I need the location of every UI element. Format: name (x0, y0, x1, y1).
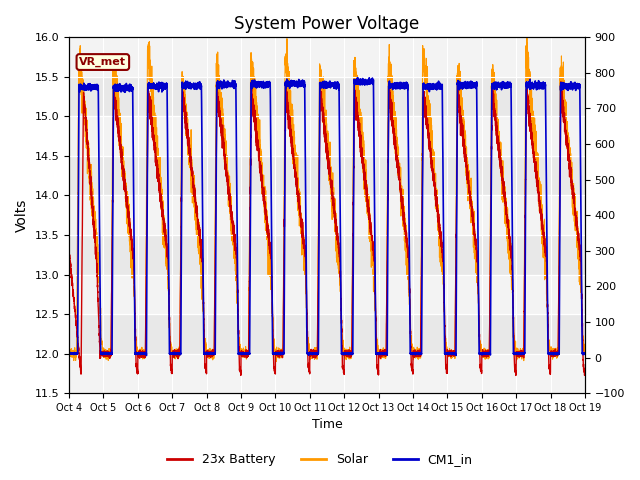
Solar (581, 350, 589, 356)
23x Battery (259, 181, 266, 187)
Solar (65, 352, 73, 358)
CM1_in (143, 353, 150, 359)
CM1_in (175, 351, 183, 357)
23x Battery (579, 357, 587, 362)
23x Battery (398, 196, 406, 202)
23x Battery (581, 370, 589, 375)
Solar (523, 32, 531, 38)
23x Battery (471, 233, 479, 239)
CM1_in (170, 350, 178, 356)
23x Battery (557, 79, 564, 84)
Solar (398, 199, 406, 204)
Y-axis label: Volts: Volts (15, 199, 29, 232)
Solar (170, 349, 178, 355)
Bar (69, 275, 585, 314)
Bar (69, 37, 585, 77)
Bar (69, 195, 585, 235)
23x Battery (65, 245, 73, 251)
CM1_in (354, 75, 362, 81)
Bar (69, 354, 585, 393)
23x Battery (175, 352, 183, 358)
Solar (175, 351, 183, 357)
CM1_in (65, 350, 73, 356)
Title: System Power Voltage: System Power Voltage (234, 15, 420, 33)
Solar (579, 337, 587, 343)
Solar (471, 243, 479, 249)
CM1_in (472, 82, 479, 87)
23x Battery (512, 372, 520, 378)
Legend: 23x Battery, Solar, CM1_in: 23x Battery, Solar, CM1_in (163, 448, 477, 471)
Solar (273, 359, 280, 364)
CM1_in (581, 350, 589, 356)
23x Battery (170, 349, 178, 355)
Solar (259, 182, 266, 188)
CM1_in (398, 83, 406, 89)
X-axis label: Time: Time (312, 419, 342, 432)
Text: VR_met: VR_met (79, 57, 126, 67)
CM1_in (579, 350, 587, 356)
Line: 23x Battery: 23x Battery (69, 82, 585, 375)
Line: CM1_in: CM1_in (69, 78, 585, 356)
Bar (69, 116, 585, 156)
Line: Solar: Solar (69, 35, 585, 361)
CM1_in (259, 82, 266, 87)
